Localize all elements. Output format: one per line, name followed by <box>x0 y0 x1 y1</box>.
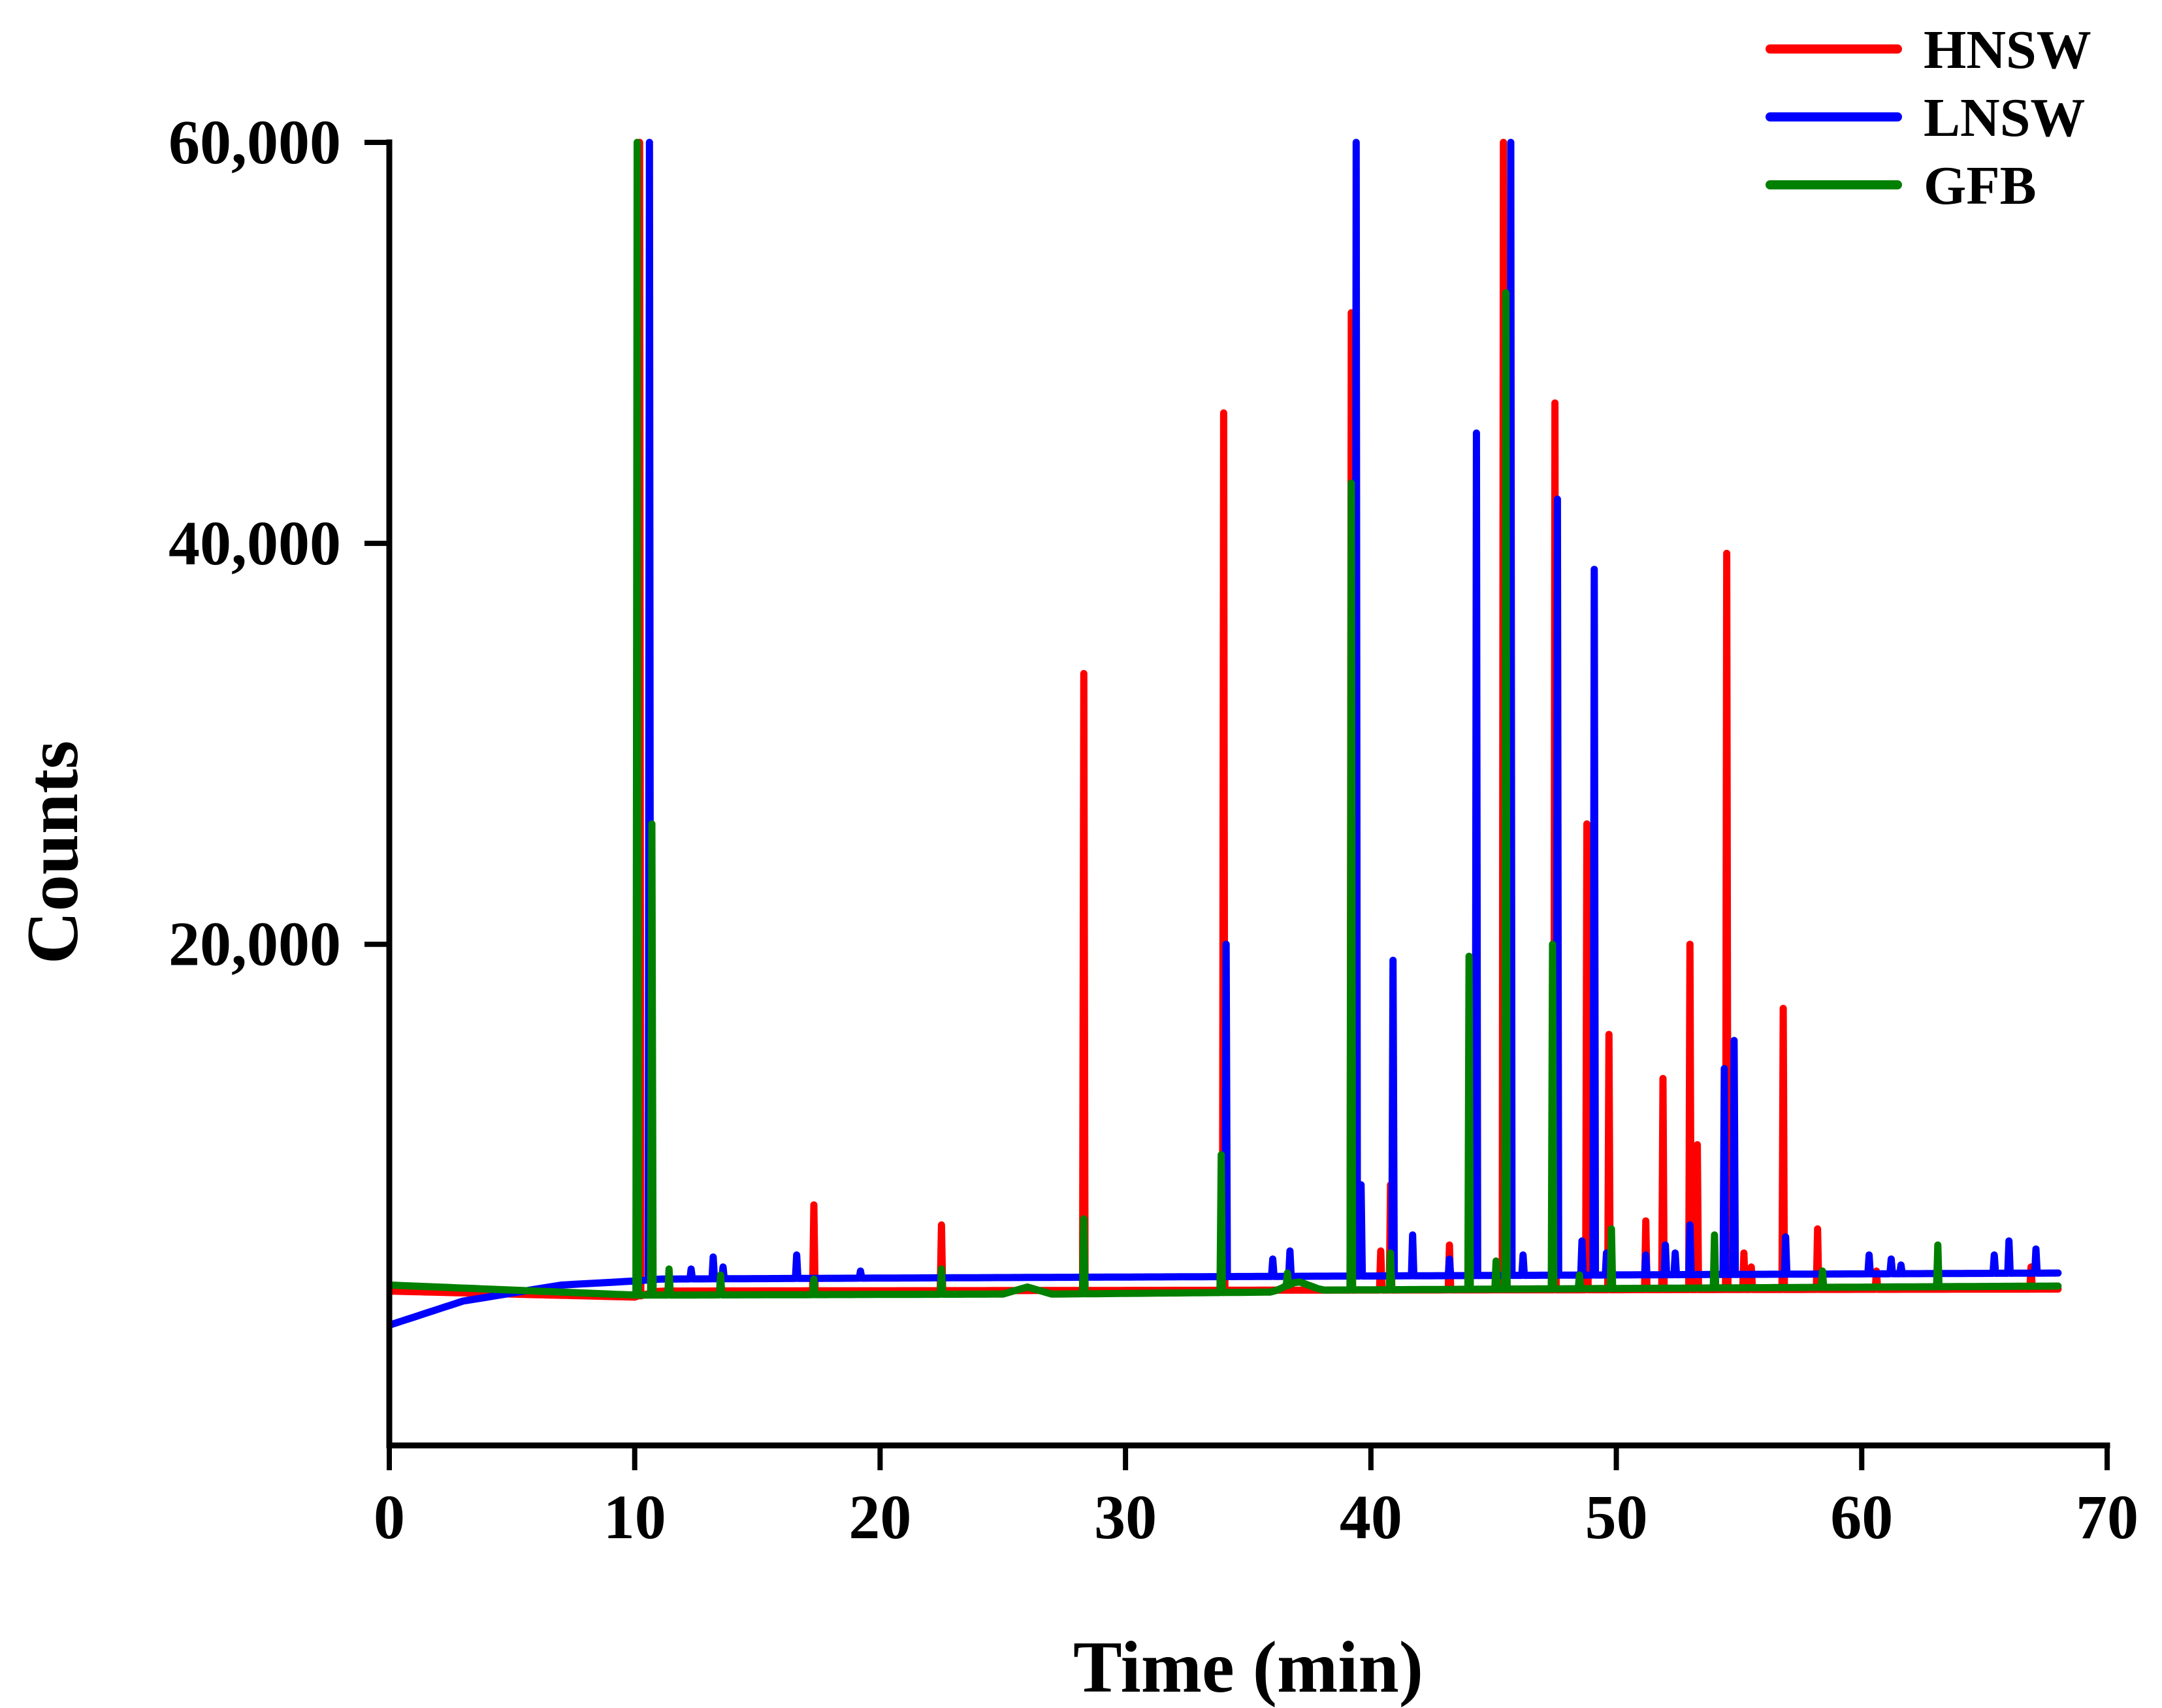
y-tick-label: 60,000 <box>169 107 341 177</box>
x-tick-label: 20 <box>848 1482 911 1552</box>
legend-label-hnsw: HNSW <box>1924 20 2091 80</box>
x-tick-label: 30 <box>1094 1482 1157 1552</box>
x-tick-label: 70 <box>2076 1482 2138 1552</box>
y-tick-label: 20,000 <box>169 909 341 979</box>
ticks: 0 10 20 30 40 50 60 70 20,000 40,000 60,000 <box>169 107 2138 1552</box>
legend-label-gfb: GFB <box>1924 155 2037 216</box>
series-layer <box>389 138 2062 1329</box>
series-line-lnsw <box>389 138 2062 1329</box>
x-tick-label: 10 <box>604 1482 666 1552</box>
x-tick-label: 40 <box>1340 1482 1402 1552</box>
series-line-gfb <box>389 138 2062 1299</box>
x-tick-label: 0 <box>374 1482 405 1552</box>
legend-label-lnsw: LNSW <box>1924 88 2085 148</box>
axes <box>386 139 2110 1449</box>
y-axis-title: Counts <box>12 741 93 964</box>
x-tick-label: 50 <box>1585 1482 1648 1552</box>
legend: HNSW LNSW GFB <box>1766 20 2091 216</box>
x-axis-title: Time (min) <box>1073 1627 1423 1708</box>
y-tick-label: 40,000 <box>169 508 341 578</box>
plot-area <box>389 138 2062 1329</box>
x-tick-label: 60 <box>1830 1482 1893 1552</box>
